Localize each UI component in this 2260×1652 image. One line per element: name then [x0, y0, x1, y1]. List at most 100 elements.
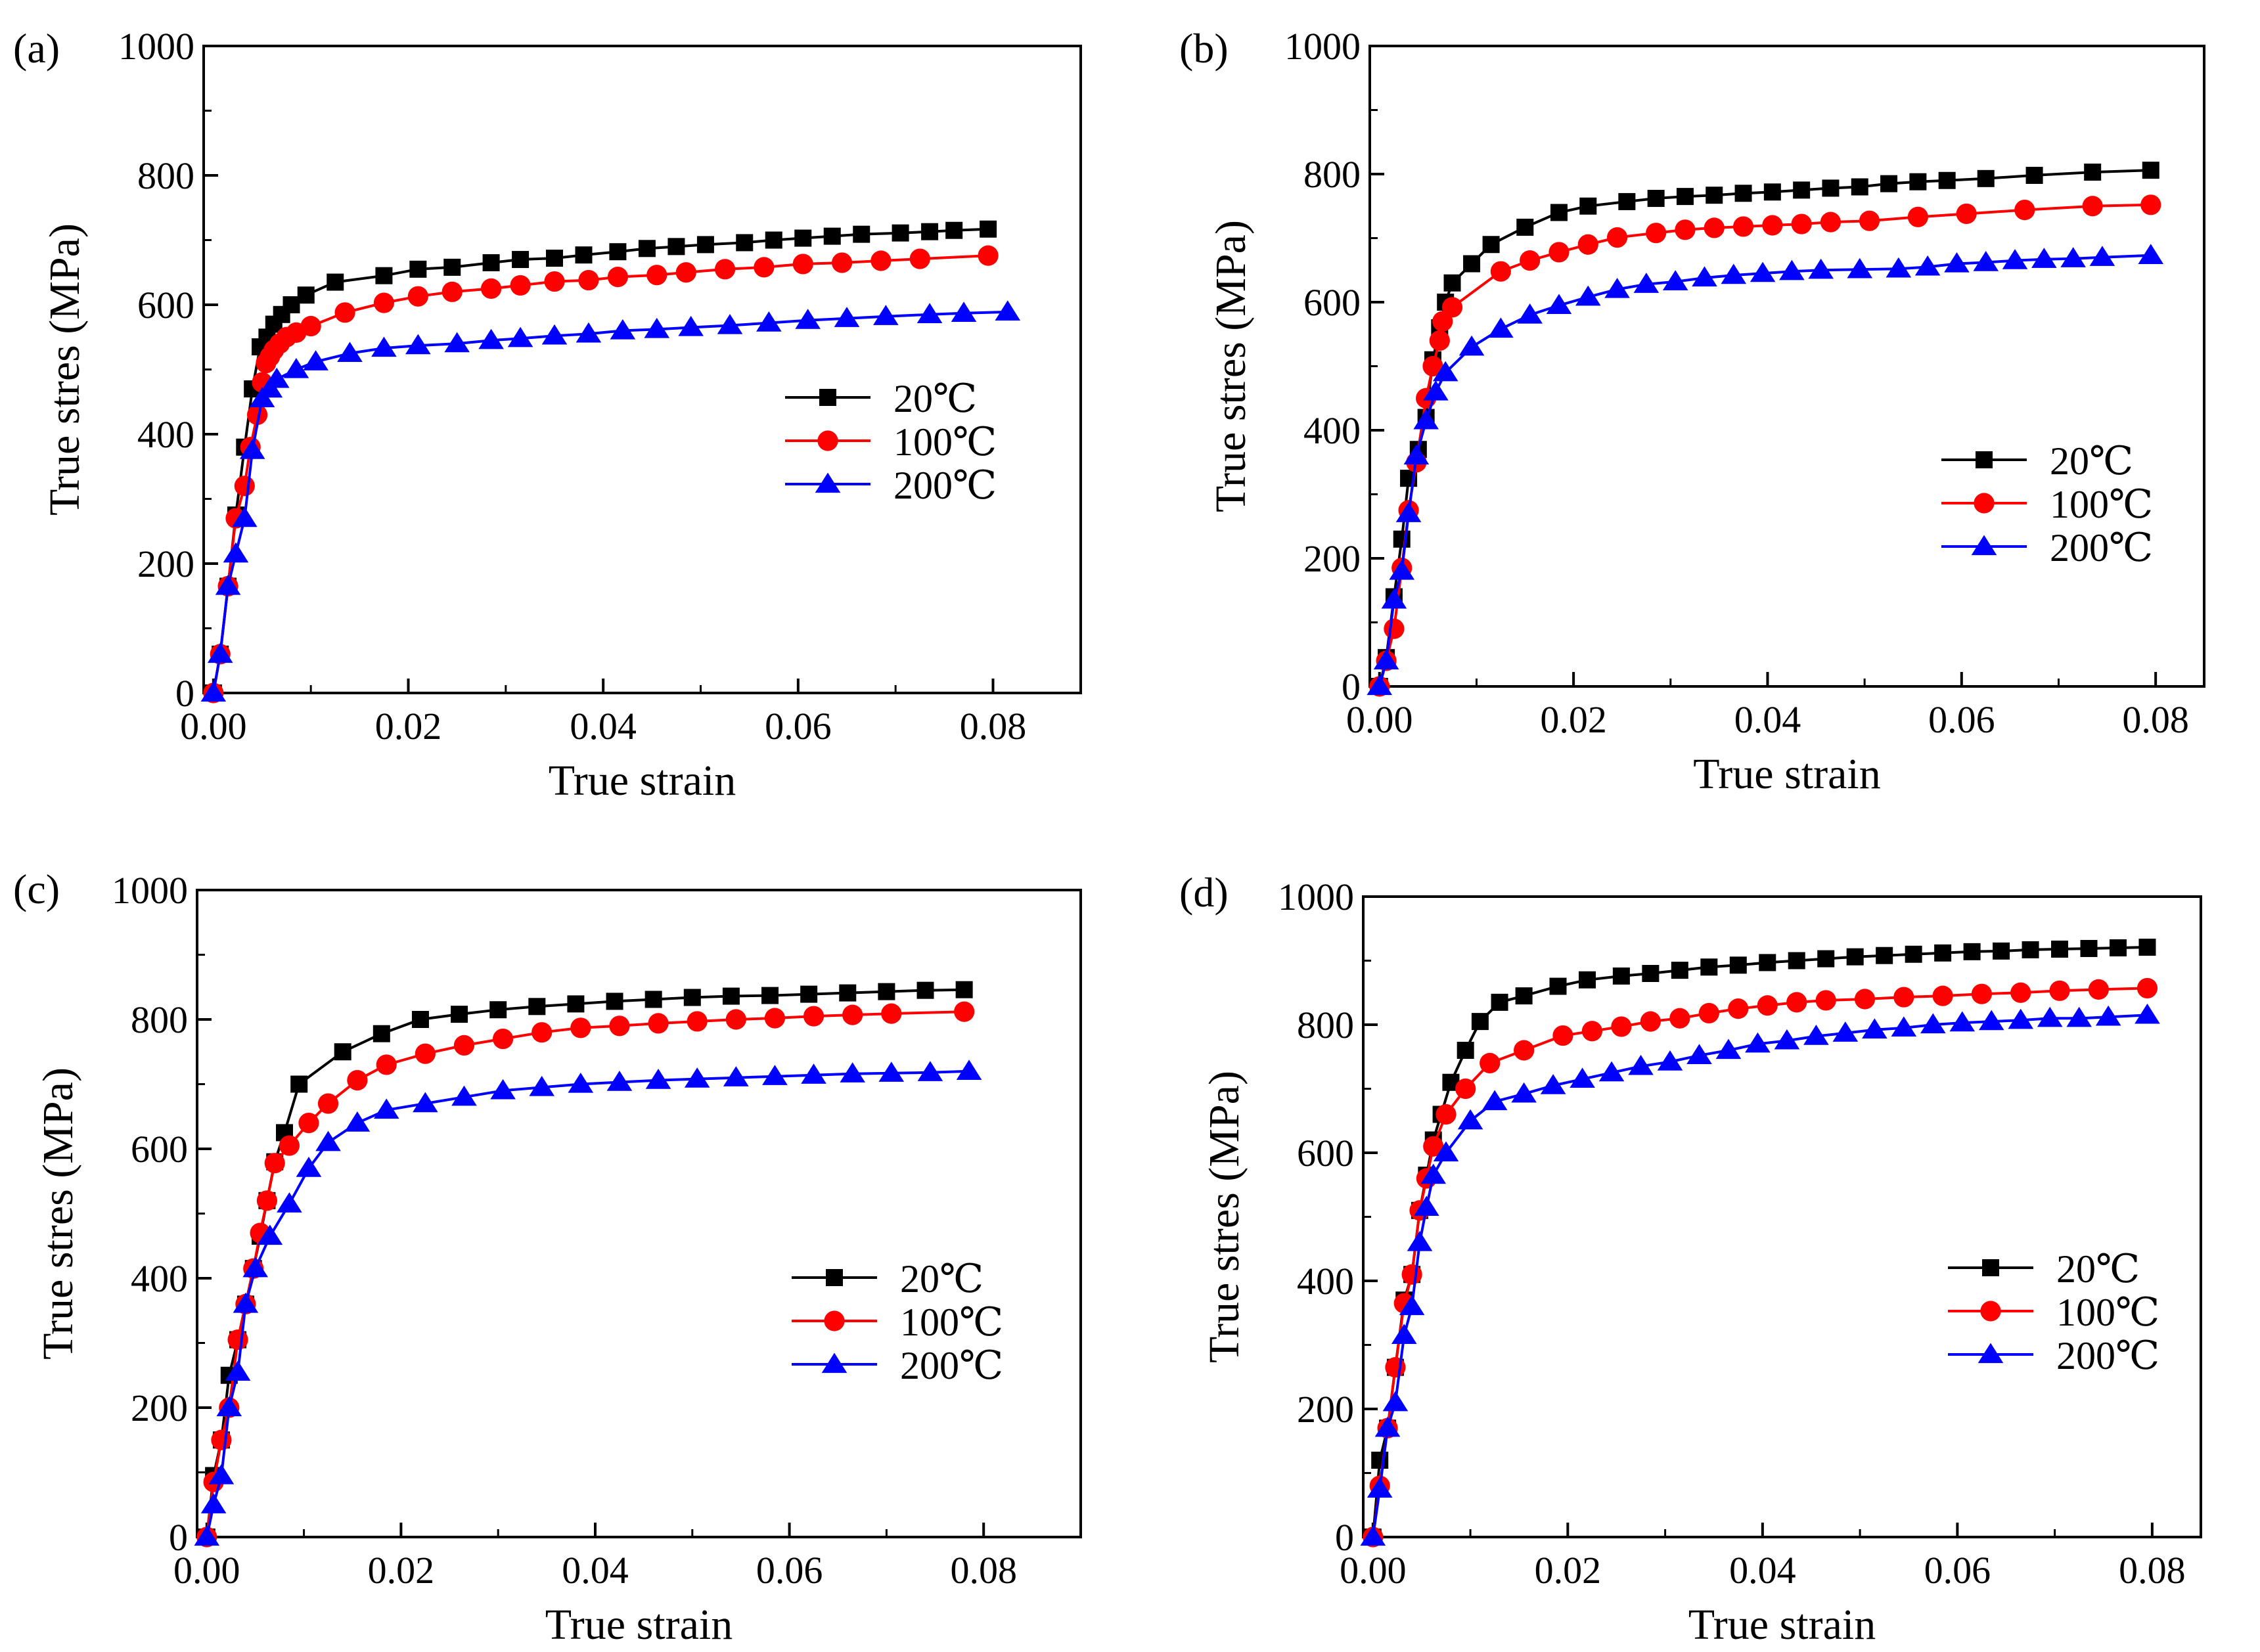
data-point: [578, 269, 599, 291]
data-point: [2138, 244, 2164, 264]
series-line-2: [205, 1069, 970, 1538]
data-point: [1750, 261, 1776, 282]
data-point: [1604, 277, 1630, 298]
data-point: [1977, 169, 1995, 187]
data-point: [1420, 1163, 1447, 1184]
data-point: [853, 225, 870, 243]
data-point: [376, 1054, 397, 1075]
panel-label: (b): [1179, 25, 1229, 72]
data-point: [675, 262, 696, 283]
x-tick-label: 0.04: [1734, 698, 1801, 741]
plot-frame: [1362, 895, 2202, 1538]
data-point: [246, 404, 268, 426]
legend-label: 100℃: [893, 420, 997, 464]
data-point: [544, 271, 565, 292]
panel-label: (a): [13, 25, 60, 72]
data-point: [344, 1111, 371, 1132]
data-point: [1598, 1061, 1625, 1082]
data-point: [1854, 989, 1876, 1010]
data-point: [1700, 958, 1718, 976]
data-point: [1657, 1050, 1683, 1071]
data-point: [1414, 1195, 1439, 1217]
data-point: [1549, 977, 1567, 995]
x-tick-label: 0.08: [2119, 1549, 2186, 1592]
legend-label: 200℃: [2056, 1334, 2159, 1377]
data-point: [1774, 1029, 1800, 1050]
data-point: [792, 254, 813, 275]
data-point: [795, 309, 821, 329]
data-point: [1647, 190, 1665, 208]
data-point: [645, 1069, 671, 1089]
data-point: [644, 991, 662, 1008]
y-tick-label: 200: [131, 1387, 188, 1429]
data-point: [1704, 217, 1725, 238]
data-point: [684, 1067, 710, 1088]
data-point: [1949, 1011, 1976, 1032]
data-point: [200, 1493, 227, 1513]
data-point: [492, 1028, 514, 1050]
data-point: [489, 1001, 507, 1019]
data-point: [921, 223, 939, 240]
y-tick-label: 800: [137, 154, 194, 197]
data-point: [2002, 249, 2028, 269]
data-point: [1971, 983, 1993, 1004]
data-point: [1429, 330, 1450, 351]
y-tick-label: 400: [1303, 409, 1361, 452]
data-point: [1944, 252, 1970, 273]
data-point: [441, 281, 463, 302]
data-point: [2049, 980, 2070, 1001]
data-point: [211, 1429, 232, 1450]
data-point: [892, 224, 909, 242]
data-point: [2051, 940, 2069, 958]
x-tick-label: 0.02: [375, 705, 442, 748]
data-point: [1433, 1141, 1459, 1162]
data-point: [1757, 995, 1778, 1016]
data-point: [2010, 982, 2031, 1003]
data-point: [1876, 947, 1893, 964]
y-tick-label: 800: [1297, 1004, 1354, 1046]
legend-label: 200℃: [2050, 526, 2153, 569]
data-point: [1481, 1090, 1508, 1111]
x-tick-label: 0.00: [1346, 698, 1413, 741]
data-point: [1891, 1016, 1917, 1037]
data-point: [1511, 1082, 1537, 1103]
y-tick-label: 200: [1303, 537, 1361, 580]
data-point: [1491, 993, 1508, 1011]
data-point: [541, 324, 568, 345]
data-point: [1628, 1054, 1654, 1075]
legend-marker: [1976, 451, 1993, 468]
data-point: [1934, 944, 1952, 962]
data-point: [1793, 181, 1811, 199]
data-point: [1399, 1295, 1425, 1316]
data-point: [1692, 266, 1717, 287]
y-tick-label: 1000: [112, 869, 188, 912]
data-point: [216, 1396, 242, 1417]
data-point: [482, 254, 500, 271]
data-point: [451, 1006, 468, 1023]
legend-label: 20℃: [900, 1257, 983, 1301]
data-point: [1847, 257, 1873, 279]
data-point: [839, 984, 857, 1002]
data-point: [194, 1525, 220, 1546]
data-point: [334, 302, 355, 323]
panel-label: (d): [1179, 869, 1229, 916]
data-point: [610, 319, 636, 340]
data-point: [575, 246, 593, 264]
data-point: [916, 303, 943, 323]
x-tick-label: 0.00: [180, 705, 247, 748]
data-point: [878, 1061, 905, 1082]
data-point: [347, 1069, 368, 1091]
data-point: [528, 998, 546, 1016]
data-point: [764, 1008, 786, 1029]
data-point: [2080, 939, 2098, 957]
data-point: [873, 305, 899, 325]
data-point: [478, 328, 504, 349]
series-line-2: [212, 310, 1008, 694]
data-point: [1514, 1040, 1535, 1061]
data-point: [678, 315, 704, 336]
data-point: [570, 1017, 591, 1038]
data-point: [1832, 1021, 1859, 1042]
data-point: [490, 1079, 516, 1100]
data-point: [606, 1070, 633, 1091]
data-point: [1698, 1002, 1719, 1024]
